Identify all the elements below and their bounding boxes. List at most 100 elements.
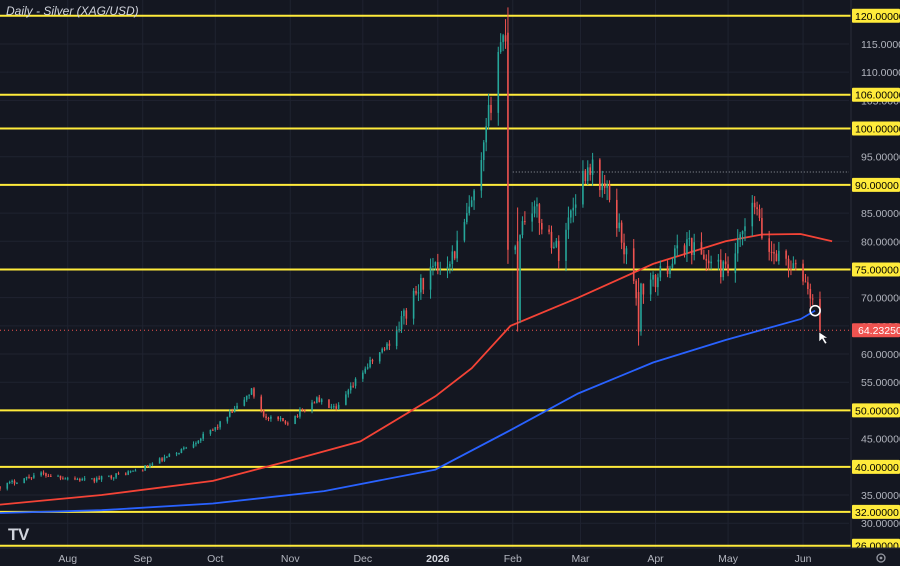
svg-text:T: T — [8, 525, 19, 544]
candle — [514, 244, 517, 255]
candle — [115, 473, 117, 480]
last-price-badge[interactable] — [852, 323, 900, 338]
candle-body — [671, 263, 674, 268]
candle — [524, 211, 526, 225]
candle-body — [437, 262, 439, 271]
candle-body — [584, 170, 587, 181]
level-badge[interactable] — [852, 121, 900, 136]
candle — [134, 468, 137, 472]
candle — [809, 283, 812, 308]
candle-body — [497, 51, 500, 113]
candle-body — [231, 411, 234, 413]
candle-body — [320, 399, 323, 403]
time-axis[interactable]: Aug Sep Oct Nov Dec 2026 Feb Mar Apr May Jun — [0, 547, 900, 566]
candle-body — [64, 478, 67, 480]
candle-body — [311, 402, 313, 411]
candle — [473, 188, 475, 210]
candle — [318, 394, 321, 403]
candle-body — [267, 418, 270, 420]
candle-body — [819, 299, 821, 331]
candle-body — [158, 458, 161, 464]
level-badge-label: 32.00000 — [855, 507, 899, 519]
candle-body — [219, 421, 221, 428]
tradingview-logo[interactable]: T V — [8, 525, 30, 544]
candle-body — [453, 251, 456, 259]
candle-body — [480, 160, 483, 191]
level-badge-label: 120.00000 — [855, 11, 900, 23]
candle — [127, 470, 129, 476]
candle — [674, 245, 676, 265]
candle-body — [195, 443, 197, 445]
candle — [62, 476, 64, 480]
candle-body — [514, 246, 517, 250]
candle-body — [456, 240, 458, 259]
candle-body — [429, 266, 432, 290]
candle — [736, 229, 739, 262]
candle — [717, 254, 720, 271]
candle-body — [439, 269, 442, 271]
candle-body — [248, 394, 250, 396]
candle — [770, 241, 773, 262]
candle-body — [778, 250, 780, 262]
candle — [362, 370, 364, 382]
candle-body — [734, 253, 737, 274]
candle-body — [521, 221, 524, 236]
candle — [91, 478, 93, 480]
level-badge[interactable] — [852, 177, 900, 192]
candle — [710, 255, 712, 270]
candle-body — [144, 465, 146, 471]
level-badge[interactable] — [852, 8, 900, 23]
candle — [59, 475, 62, 481]
candle-body — [98, 478, 100, 480]
settings-gear-icon[interactable] — [876, 553, 886, 563]
candle — [354, 377, 357, 389]
candle-body — [620, 222, 623, 243]
candle-body — [83, 478, 86, 480]
candle-body — [301, 409, 304, 411]
candle — [6, 482, 9, 491]
candle-body — [66, 478, 69, 480]
candle-body — [236, 405, 238, 409]
candle-body — [30, 477, 33, 479]
last-price-label: 64.23250 — [858, 325, 900, 337]
candle-body — [690, 238, 693, 256]
candle-body — [0, 486, 1, 489]
candle — [95, 476, 98, 483]
candle-body — [93, 478, 96, 482]
level-badge[interactable] — [852, 262, 900, 277]
level-badge[interactable] — [852, 87, 900, 102]
level-badge[interactable] — [852, 504, 900, 519]
candle — [202, 431, 204, 442]
candle — [582, 160, 584, 208]
candle-body — [132, 470, 134, 472]
candle-body — [615, 199, 618, 229]
candle — [683, 243, 686, 258]
candle-body — [362, 372, 364, 379]
level-badge[interactable] — [852, 403, 900, 418]
candle — [775, 250, 778, 262]
candle — [79, 477, 81, 482]
candle — [250, 387, 253, 396]
candle-body — [364, 368, 367, 373]
candle-body — [720, 259, 722, 278]
candle-body — [686, 239, 688, 254]
candle-body — [487, 104, 490, 127]
level-badge[interactable] — [852, 459, 900, 474]
candle-body — [16, 483, 18, 485]
candle-body — [693, 242, 695, 256]
candle — [516, 207, 519, 332]
candle-body — [328, 399, 330, 408]
candle-body — [666, 265, 669, 274]
price-axis[interactable]: 30.00000 35.00000 45.00000 55.00000 60.00000… — [850, 0, 900, 553]
candle — [378, 351, 381, 364]
candle — [282, 418, 284, 422]
candle-body — [349, 385, 352, 391]
candle — [108, 475, 110, 478]
candle — [756, 201, 758, 216]
candle-body — [507, 32, 509, 250]
time-tick-label: Jun — [795, 553, 812, 565]
candle-body — [807, 282, 809, 289]
time-tick-label: Mar — [571, 553, 590, 565]
candle — [761, 207, 763, 240]
